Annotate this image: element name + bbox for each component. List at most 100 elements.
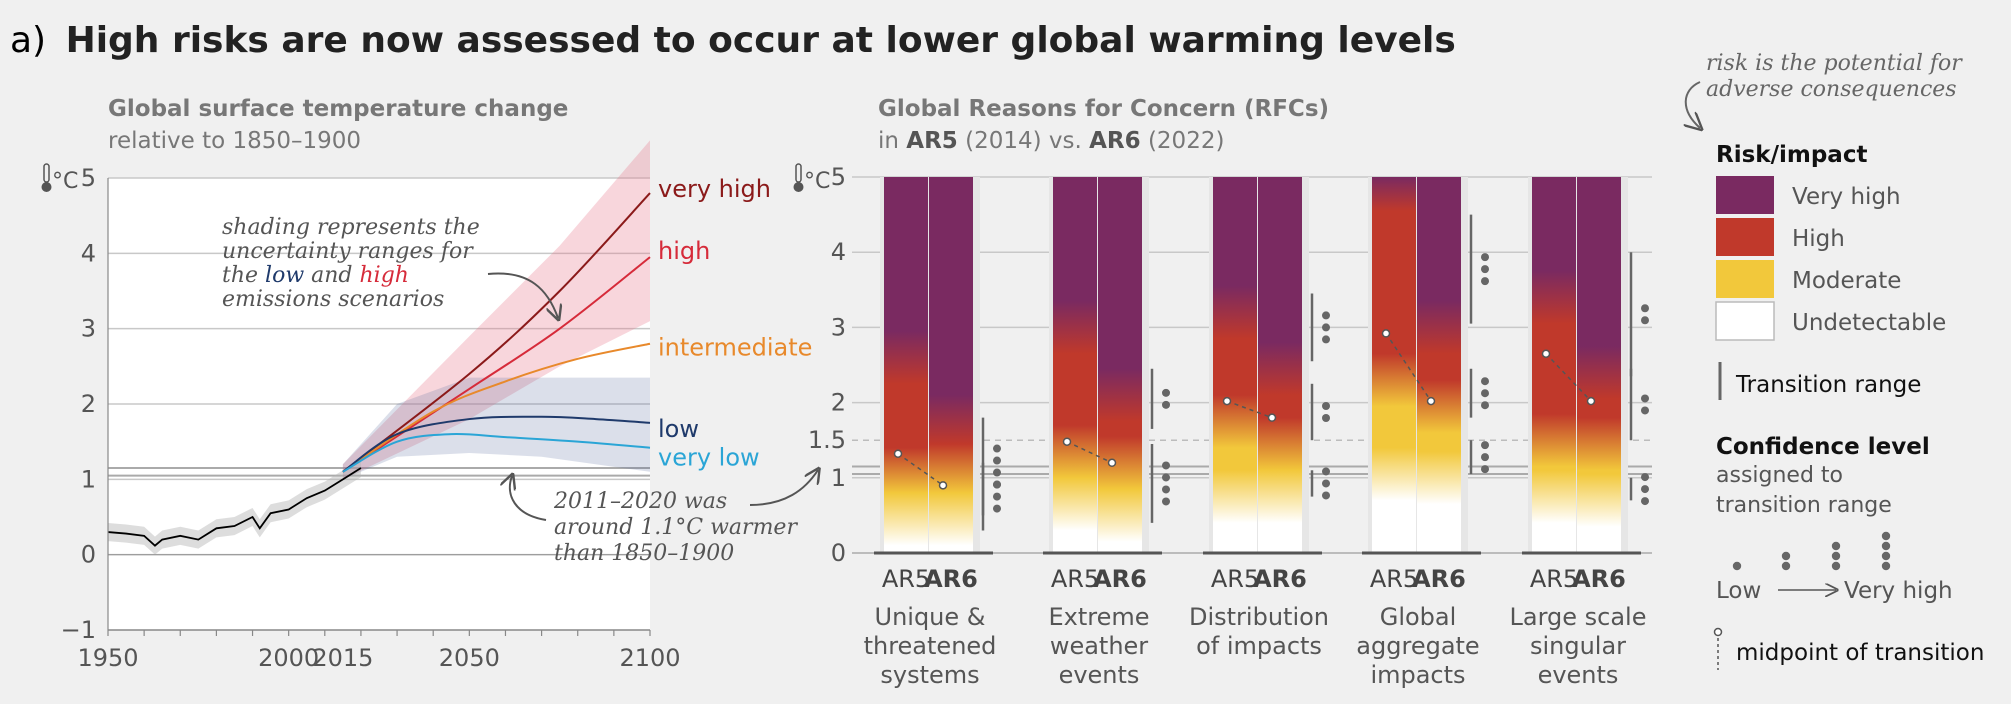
rfc-y-tick-label: 2: [831, 389, 846, 417]
legend-swatch-undetectable: [1715, 301, 1775, 341]
rfc-category-label: singular: [1530, 632, 1626, 660]
observation-annotation: 2011–2020 was around 1.1°C warmer than 1…: [510, 470, 818, 566]
confidence-dot: [1641, 394, 1649, 403]
confidence-dot: [1162, 473, 1170, 482]
legend-confidence-sub1: assigned to: [1716, 463, 1843, 488]
legend-risk-title: Risk/impact: [1716, 142, 1867, 168]
midpoint-connector: [1545, 353, 1592, 402]
shading-annotation: shading represents the uncertainty range…: [222, 215, 558, 318]
legend-conf-low: Low: [1716, 578, 1761, 604]
observed-range: [108, 458, 361, 555]
subtitle-ar6-year: (2022): [1141, 128, 1225, 154]
midpoint-ar5: [1381, 329, 1391, 338]
y-tick-label: 3: [81, 315, 96, 343]
confidence-dot: [1481, 441, 1489, 450]
confidence-dot: [1481, 265, 1489, 274]
confidence-dot: [1481, 377, 1489, 386]
midpoint-ar6: [938, 481, 948, 490]
rfc-unit-label: °C: [804, 169, 830, 194]
midpoint-ar6: [1107, 458, 1117, 468]
shading-note-line3: the low and high: [222, 263, 409, 288]
legend-midpoint: midpoint of transition: [1736, 640, 1984, 666]
rfc-category-label: Distribution: [1189, 603, 1329, 631]
legend-label-high: High: [1792, 226, 1845, 252]
rfc-bar-ar5: [1213, 177, 1257, 553]
rfc-bar-ar6: [1258, 177, 1302, 553]
confidence-dot: [1481, 401, 1489, 410]
legend-label-very_high: Very high: [1792, 184, 1901, 210]
obs-note-line3: than 1850–1900: [554, 541, 734, 566]
confidence-dot: [993, 468, 1001, 477]
rfc-category-label: Unique &: [875, 603, 986, 631]
series-low: [342, 415, 651, 473]
legend-swatch-moderate: [1716, 260, 1774, 298]
rfc-bar-ar6: [1417, 177, 1461, 553]
rfc-category-label: threatened: [864, 632, 997, 660]
range-high: [342, 140, 650, 480]
obs-arrow-right: [749, 470, 818, 506]
y-tick-label: 1: [81, 465, 96, 493]
rfc-bar-label-ar6: AR6: [924, 565, 978, 593]
series-label-low: low: [658, 415, 699, 443]
legend-confidence-sub2: transition range: [1716, 493, 1892, 518]
rfc-thermometer-icon: [795, 163, 802, 183]
legend-transition-range: Transition range: [1735, 372, 1921, 398]
midpoint-ar5: [1541, 349, 1551, 358]
confidence-dot: [993, 492, 1001, 501]
rfc-thermometer-icon-bulb: [793, 182, 804, 192]
rfc-bar-label-ar5: AR5: [1370, 565, 1418, 593]
confidence-dot: [1481, 389, 1489, 398]
midpoint-connector: [1385, 333, 1432, 402]
rfc-y-tick-label: 5: [831, 163, 846, 191]
legend-midpoint-circle: [1713, 627, 1723, 637]
shading-note-line4: emissions scenarios: [222, 287, 444, 312]
rfc-bar-label-ar6: AR6: [1572, 565, 1626, 593]
rfc-bar-label-ar5: AR5: [1211, 565, 1259, 593]
confidence-dot: [993, 456, 1001, 465]
legend-conf-very-high: Very high: [1844, 578, 1953, 604]
y-tick-label: 2: [81, 390, 96, 418]
confidence-dot: [1162, 497, 1170, 506]
shading-note-low: low: [265, 263, 304, 288]
confidence-dot: [1641, 497, 1649, 506]
confidence-dot: [1641, 304, 1649, 313]
thermometer-icon-bulb: [41, 182, 52, 192]
rfc-y-tick-label: 3: [831, 313, 846, 341]
subtitle-ar5-year: (2014) vs.: [958, 128, 1089, 154]
legend-label-undetectable: Undetectable: [1792, 310, 1946, 336]
series-label-intermediate: intermediate: [658, 334, 812, 362]
x-tick-label: 2100: [619, 644, 680, 672]
rfc-bar-ar6: [1577, 177, 1621, 553]
shading-note-line1: shading represents the: [222, 215, 480, 240]
series-label-very-low: very low: [658, 444, 760, 472]
rfc-bar-label-ar6: AR6: [1412, 565, 1466, 593]
rfc-bar-label-ar5: AR5: [882, 565, 930, 593]
obs-note-line1: 2011–2020 was: [553, 489, 727, 514]
y-tick-label: 5: [81, 164, 96, 192]
legend: risk is the potential for adverse conseq…: [1686, 51, 1984, 670]
confidence-dot: [993, 504, 1001, 513]
legend-label-moderate: Moderate: [1792, 268, 1901, 294]
rfc-bar-ar5: [884, 177, 928, 553]
shading-note-and: and: [304, 263, 359, 288]
shading-note-line2: uncertainty ranges for: [222, 239, 474, 264]
rfc-y-tick-label: 1: [831, 464, 846, 492]
figure-title: a) High risks are now assessed to occur …: [10, 20, 1456, 61]
series-label-very-high: very high: [658, 175, 771, 203]
confidence-dot: [1162, 485, 1170, 494]
legend-swatches: Very high High Moderate Undetectable: [1715, 176, 1946, 341]
rfc-bar-ar5: [1532, 177, 1576, 553]
y-unit-label: °C: [52, 169, 78, 194]
confidence-dot: [1322, 479, 1330, 488]
shading-note-the: the: [222, 263, 265, 288]
series-high: [342, 256, 651, 473]
right-panel-title: Global Reasons for Concern (RFCs): [878, 96, 1329, 122]
rfc-category-label: Extreme: [1048, 603, 1149, 631]
risk-definition-line2: adverse consequences: [1706, 77, 1957, 102]
midpoint-ar5: [1062, 437, 1072, 446]
